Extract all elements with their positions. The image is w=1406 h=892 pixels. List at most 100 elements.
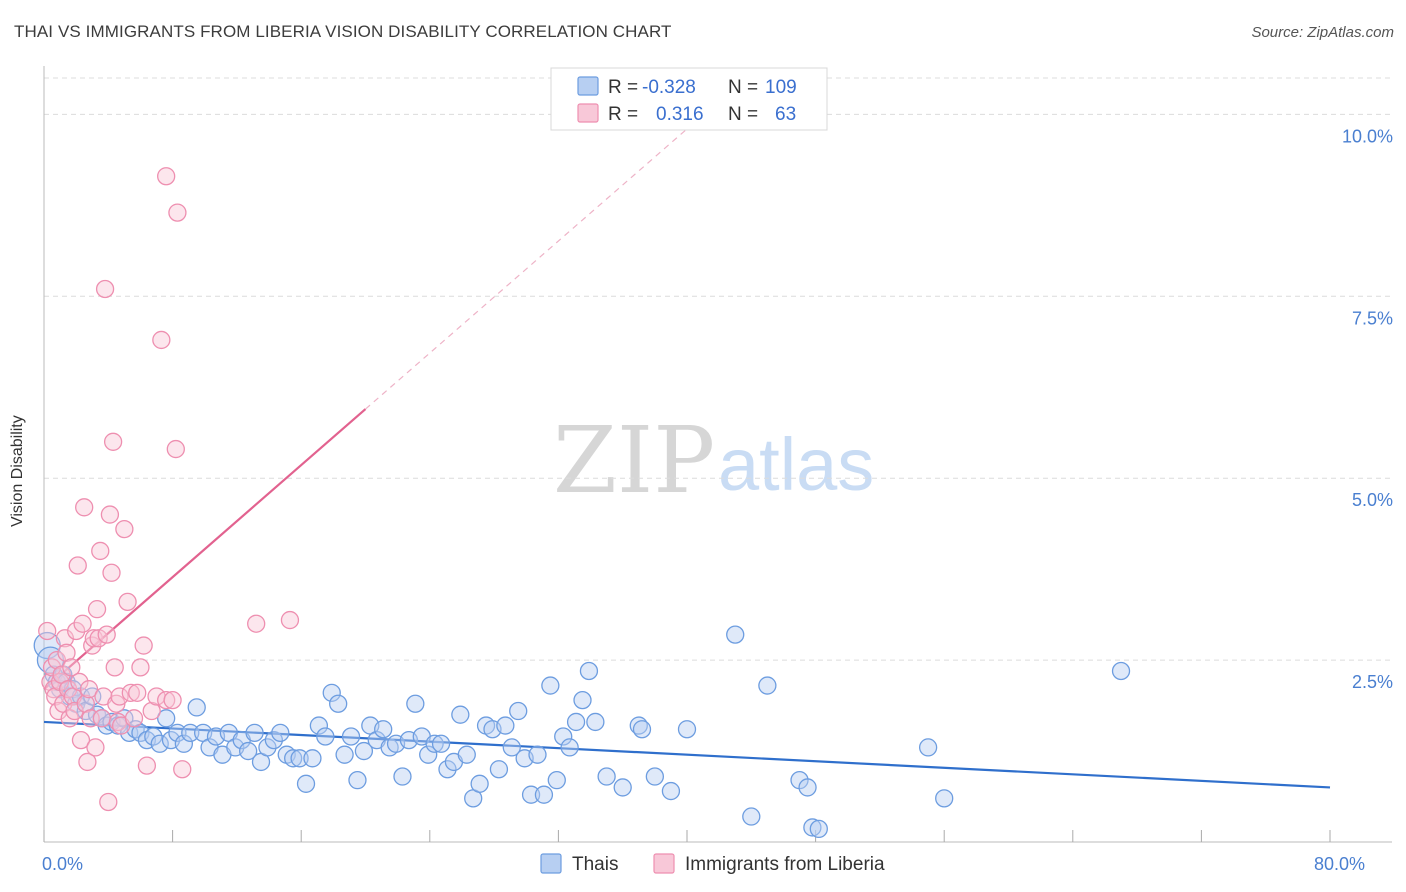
liberia-point [280, 610, 300, 630]
thais-point [1111, 661, 1131, 681]
liberia-point [128, 683, 147, 702]
x-tick-label: 80.0% [1314, 854, 1365, 874]
thais-point [645, 767, 664, 786]
liberia-point [79, 680, 99, 699]
thais-point [597, 767, 616, 786]
liberia-point [121, 683, 140, 702]
legend-swatch-thais [577, 76, 599, 96]
legend-r-value-thais: -0.328 [642, 77, 696, 98]
thais-point [431, 734, 451, 753]
thais-point [798, 778, 817, 797]
liberia-point [168, 203, 187, 222]
thais-point [521, 785, 541, 804]
y-tick-label: 10.0% [1342, 126, 1393, 146]
liberia-point [97, 625, 116, 644]
thais-point [803, 818, 822, 837]
liberia-point [105, 658, 124, 677]
liberia-point [157, 690, 176, 710]
thais-point [661, 781, 681, 801]
thais-point [157, 709, 176, 728]
thais-point [348, 771, 367, 790]
thais-point [677, 720, 697, 739]
liberia-point [55, 629, 75, 648]
thais-point [406, 694, 425, 713]
thais-point [341, 727, 361, 746]
thais-point [554, 727, 573, 746]
x-tick-labels: 0.0% 80.0% [42, 854, 1365, 874]
liberia-point [115, 519, 134, 539]
trend-lines [43, 128, 1331, 789]
watermark-atlas: atlas [718, 423, 874, 506]
grid [44, 77, 1392, 661]
liberia-point [91, 541, 110, 561]
liberia-point [67, 621, 86, 641]
legend-swatch-liberia [577, 103, 599, 123]
legend-r-label-thais: R = [608, 77, 638, 98]
legend-r-value-liberia: 0.316 [656, 104, 704, 125]
thais-point [316, 727, 335, 746]
thais-point [264, 730, 284, 750]
thais-point [470, 774, 489, 793]
liberia-point [99, 792, 118, 812]
thais-point [496, 716, 515, 735]
liberia-point [86, 738, 105, 757]
thais-point [541, 676, 560, 695]
thais-point [502, 738, 521, 757]
liberia-point [124, 709, 144, 728]
thais-point [586, 712, 605, 732]
thais-point [309, 716, 329, 735]
liberia-point [92, 709, 112, 728]
liberia-point [152, 330, 171, 350]
thais-point [742, 807, 761, 826]
thais-point [239, 741, 258, 761]
watermark: ZIP atlas [553, 407, 874, 514]
thais-point [534, 785, 554, 804]
thais-point [613, 778, 632, 797]
thais-point [489, 760, 509, 779]
thais-point [329, 694, 348, 713]
thais-point [566, 712, 586, 732]
thais-point [150, 734, 169, 753]
liberia-point [142, 701, 161, 721]
liberia-point [83, 636, 102, 655]
thais-point [451, 705, 470, 724]
thais-point [168, 723, 187, 743]
liberia-point [134, 636, 153, 655]
liberia-point [73, 614, 92, 633]
thais-point [181, 723, 200, 743]
liberia-point [157, 167, 176, 186]
thais-point [296, 774, 316, 793]
liberia-point [78, 752, 97, 772]
y-tick-label: 7.5% [1352, 308, 1393, 328]
liberia-point [71, 730, 91, 750]
liberia-point [131, 658, 150, 677]
legend-n-label-thais: N = [728, 77, 758, 98]
thais-point [303, 749, 322, 768]
liberia-point [76, 694, 95, 713]
thais-point [528, 745, 547, 764]
thais-point [425, 734, 444, 753]
chart-title: THAI VS IMMIGRANTS FROM LIBERIA VISION D… [14, 22, 672, 41]
chart-source: Source: ZipAtlas.com [1251, 24, 1394, 41]
liberia-point [110, 687, 129, 706]
series-legend-swatch-thais [540, 853, 562, 874]
legend-n-value-thais: 109 [765, 77, 797, 98]
liberia-point [62, 658, 81, 677]
thais-point [509, 701, 528, 721]
liberia-point [103, 432, 123, 451]
liberia-point [44, 680, 63, 699]
liberia-point [166, 439, 185, 459]
thais-point [258, 738, 277, 757]
thais-point [271, 723, 290, 743]
thais-point [284, 749, 303, 768]
thais-point [573, 690, 592, 710]
y-tick-labels: 2.5% 5.0% 7.5% 10.0% [1342, 126, 1393, 692]
thais-point [374, 720, 393, 739]
legend-r-label-liberia: R = [608, 104, 638, 125]
series-legend: Thais Immigrants from Liberia [540, 853, 885, 875]
thais-point [560, 738, 579, 757]
thais-point [579, 661, 599, 681]
thais-point [335, 745, 354, 764]
correlation-legend: R = -0.328 N = 109 R = 0.316 N = 63 [550, 67, 828, 131]
